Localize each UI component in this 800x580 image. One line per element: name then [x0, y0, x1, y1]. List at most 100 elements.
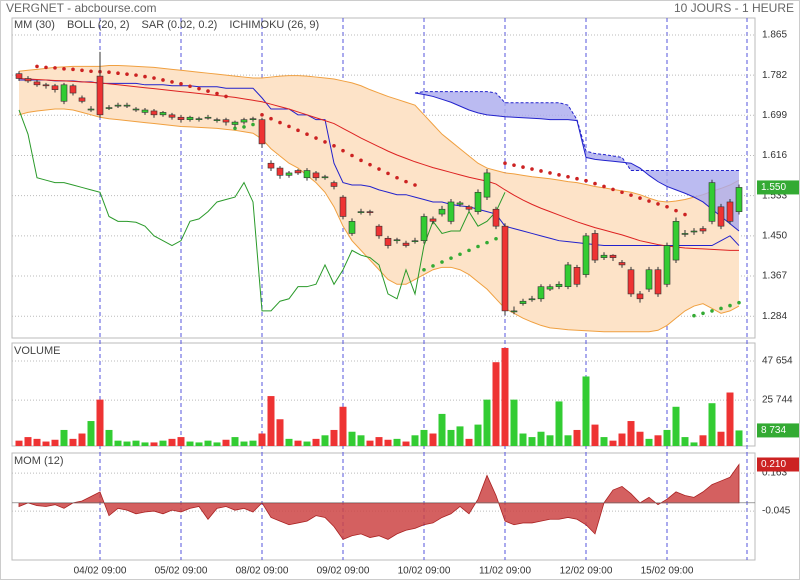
sar-dot — [395, 175, 399, 180]
volume-bar — [501, 347, 509, 446]
volume-bar — [258, 433, 266, 446]
candle-body — [285, 172, 293, 176]
chart-title: VERGNET - abcbourse.com — [6, 1, 157, 15]
y-tick-label: 1.782 — [762, 70, 787, 81]
sar-dot — [296, 128, 300, 133]
sar-dot — [683, 212, 687, 217]
candle-body — [177, 116, 185, 120]
candle-body — [258, 119, 266, 145]
candle-body — [24, 78, 32, 82]
candle-body — [123, 104, 131, 107]
candle-body — [717, 206, 725, 227]
volume-bar — [24, 437, 32, 446]
candle-body — [519, 300, 527, 304]
candle-body — [510, 310, 518, 313]
candle-body — [87, 108, 95, 111]
last-value-box — [757, 423, 799, 438]
candle-body — [321, 176, 329, 179]
volume-bar — [177, 437, 185, 446]
y-tick-label: 1.699 — [762, 110, 787, 121]
volume-bar — [609, 440, 617, 446]
volume-bar — [393, 438, 401, 446]
sar-dot — [53, 66, 57, 70]
candle-body — [429, 218, 437, 222]
sar-dot — [629, 193, 633, 197]
sar-dot — [107, 70, 111, 75]
candle-body — [735, 187, 743, 212]
volume-bar — [87, 421, 95, 446]
y-tick-label: 1.367 — [762, 271, 787, 282]
sar-dot — [341, 148, 345, 153]
volume-bar — [375, 437, 383, 446]
candle-body — [663, 245, 671, 285]
volume-bar — [60, 429, 68, 446]
sar-dot — [377, 167, 381, 171]
volume-bar — [141, 442, 149, 446]
sar-dot — [206, 89, 210, 93]
candle-body — [573, 267, 581, 285]
candle-body — [393, 239, 401, 242]
sar-dot — [233, 126, 237, 131]
sar-dot — [62, 67, 66, 71]
volume-bar — [366, 440, 374, 446]
volume-bar — [51, 439, 59, 446]
sar-dot — [728, 303, 732, 308]
sar-dot — [215, 91, 219, 96]
volume-bar — [42, 441, 50, 446]
candle-body — [402, 242, 410, 246]
candle-body — [546, 286, 554, 290]
sar-dot — [494, 236, 498, 241]
volume-bar — [645, 438, 653, 446]
volume-bar — [15, 440, 23, 446]
sar-dot — [224, 94, 228, 99]
sar-dot — [314, 136, 318, 140]
legend-entry: BOLL (20, 2) — [67, 19, 130, 31]
candle-body — [465, 206, 473, 210]
sar-dot — [332, 144, 336, 148]
candle-body — [564, 264, 572, 287]
volume-bar — [627, 421, 635, 446]
candle-body — [231, 121, 239, 125]
volume-bar — [591, 424, 599, 446]
sar-dot — [503, 161, 507, 166]
sar-dot — [620, 190, 624, 195]
volume-bar — [672, 406, 680, 446]
candle-body — [456, 202, 464, 205]
candle-body — [249, 118, 257, 120]
sar-dot — [575, 176, 579, 181]
volume-bar — [663, 429, 671, 446]
sar-dot — [602, 184, 606, 189]
sar-dot — [278, 120, 282, 125]
candle-body — [591, 233, 599, 261]
candle-body — [141, 109, 149, 113]
volume-bar — [618, 433, 626, 446]
candle-body — [60, 84, 68, 102]
sar-dot — [323, 140, 327, 144]
volume-bar — [582, 376, 590, 446]
sar-dot — [647, 199, 651, 203]
candle-body — [96, 75, 104, 116]
sar-dot — [269, 116, 273, 121]
volume-bar — [96, 399, 104, 446]
volume-bar — [492, 362, 500, 446]
bollinger-upper — [18, 64, 740, 203]
y-tick-label: 0.163 — [762, 468, 787, 479]
volume-bar — [420, 429, 428, 446]
y-tick-label: -0.045 — [762, 506, 791, 517]
sar-dot — [431, 264, 435, 268]
sar-dot — [161, 78, 165, 82]
sar-dot — [449, 256, 453, 260]
candle-body — [555, 283, 563, 287]
volume-bar — [510, 399, 518, 446]
sar-dot — [656, 202, 660, 206]
candle-body — [168, 114, 176, 118]
sar-dot — [179, 82, 183, 86]
candle-body — [483, 172, 491, 198]
bollinger-lower — [18, 108, 740, 333]
sar-dot — [260, 113, 264, 117]
volume-bar — [699, 435, 707, 446]
candle-body — [339, 196, 347, 217]
volume-bar — [114, 440, 122, 446]
panel-title: MOM (12) — [14, 455, 64, 467]
sar-dot — [530, 167, 534, 171]
